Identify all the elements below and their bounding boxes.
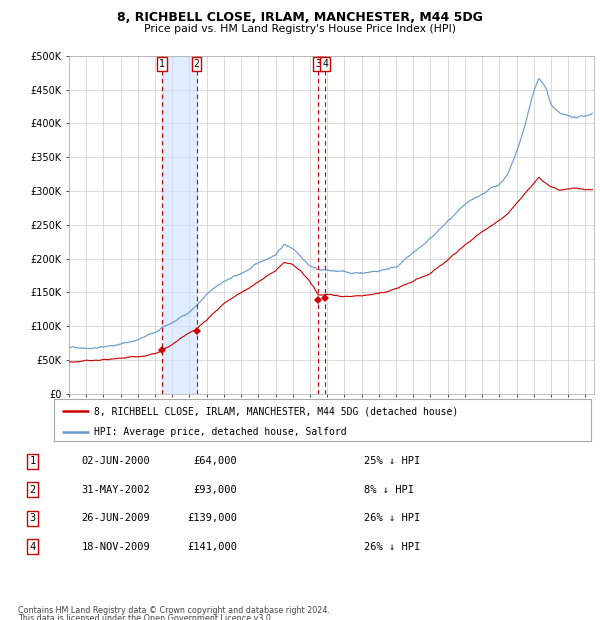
Text: 2: 2 [29, 485, 35, 495]
Text: This data is licensed under the Open Government Licence v3.0.: This data is licensed under the Open Gov… [18, 614, 274, 620]
Text: 26-JUN-2009: 26-JUN-2009 [82, 513, 150, 523]
Text: Contains HM Land Registry data © Crown copyright and database right 2024.: Contains HM Land Registry data © Crown c… [18, 606, 330, 616]
Text: 25% ↓ HPI: 25% ↓ HPI [364, 456, 420, 466]
Text: 2: 2 [194, 59, 199, 69]
Text: 3: 3 [316, 59, 321, 69]
Text: 1: 1 [29, 456, 35, 466]
Text: 3: 3 [29, 513, 35, 523]
Text: £139,000: £139,000 [187, 513, 237, 523]
Text: £64,000: £64,000 [193, 456, 237, 466]
Text: 26% ↓ HPI: 26% ↓ HPI [364, 513, 420, 523]
Text: 8% ↓ HPI: 8% ↓ HPI [364, 485, 413, 495]
Text: 4: 4 [29, 542, 35, 552]
Text: 8, RICHBELL CLOSE, IRLAM, MANCHESTER, M44 5DG: 8, RICHBELL CLOSE, IRLAM, MANCHESTER, M4… [117, 11, 483, 24]
Bar [162, 56, 197, 394]
Text: Price paid vs. HM Land Registry's House Price Index (HPI): Price paid vs. HM Land Registry's House … [144, 24, 456, 33]
Text: 1: 1 [160, 59, 165, 69]
Text: 18-NOV-2009: 18-NOV-2009 [82, 542, 150, 552]
Text: 8, RICHBELL CLOSE, IRLAM, MANCHESTER, M44 5DG (detached house): 8, RICHBELL CLOSE, IRLAM, MANCHESTER, M4… [94, 406, 458, 416]
Text: HPI: Average price, detached house, Salford: HPI: Average price, detached house, Salf… [94, 427, 347, 437]
Text: 31-MAY-2002: 31-MAY-2002 [82, 485, 150, 495]
Text: £141,000: £141,000 [187, 542, 237, 552]
Text: 26% ↓ HPI: 26% ↓ HPI [364, 542, 420, 552]
Text: 02-JUN-2000: 02-JUN-2000 [82, 456, 150, 466]
Text: £93,000: £93,000 [193, 485, 237, 495]
Text: 4: 4 [322, 59, 328, 69]
